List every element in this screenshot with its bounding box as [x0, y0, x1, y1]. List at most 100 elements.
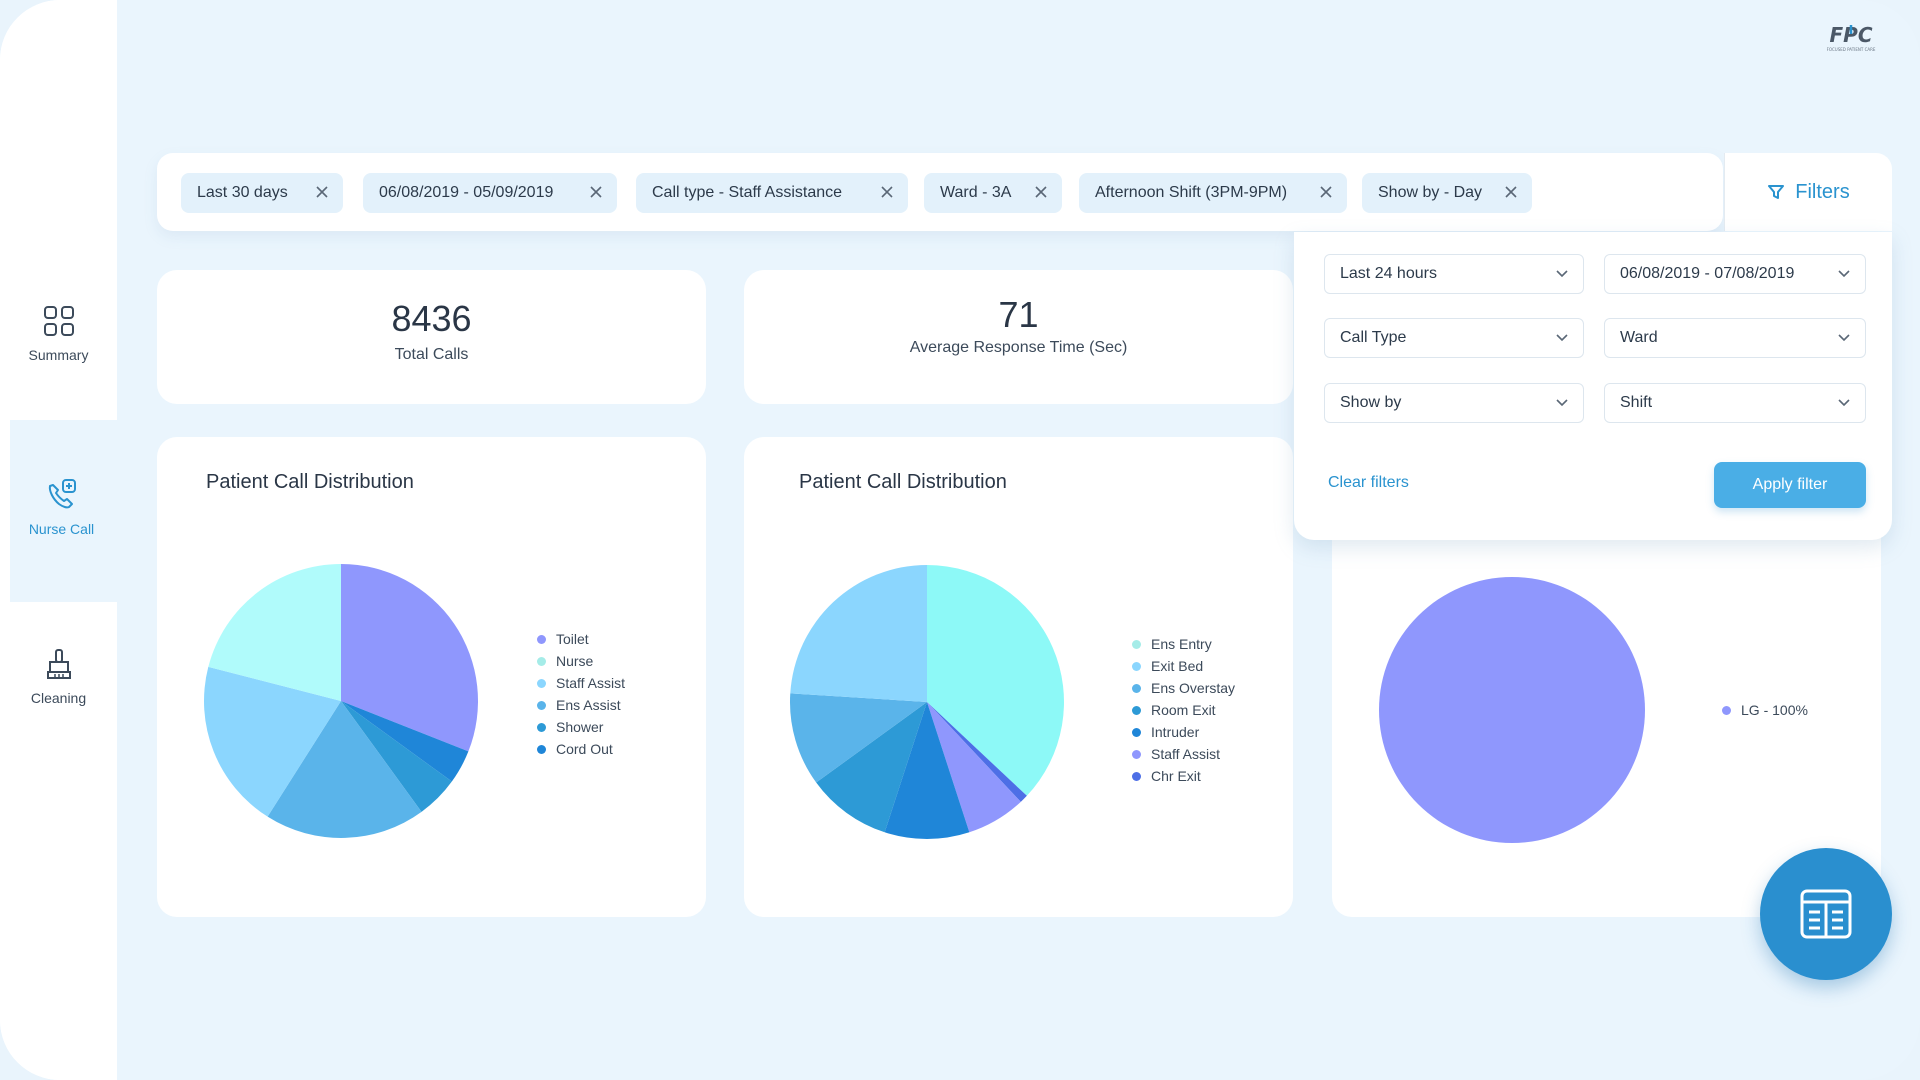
funnel-icon — [1768, 185, 1785, 199]
legend-swatch — [1132, 727, 1141, 737]
close-icon[interactable] — [315, 185, 329, 199]
sidebar-item-summary[interactable]: Summary — [0, 305, 117, 363]
avg-response-value: 71 — [998, 294, 1039, 335]
legend-item: Nurse — [537, 650, 625, 672]
sidebar-top — [0, 0, 117, 420]
pie-slice-staff-assist — [927, 702, 1021, 833]
legend-label: Ens Assist — [556, 697, 621, 713]
chart-legend-1: Toilet Nurse Staff Assist Ens Assist Shower C… — [537, 628, 625, 760]
pie-slice-cord-out — [341, 701, 469, 782]
filters-button-label: Filters — [1795, 180, 1850, 203]
close-icon[interactable] — [1504, 185, 1518, 199]
table-icon — [1800, 889, 1852, 939]
legend-label: Toilet — [556, 631, 589, 647]
pie-slice-ens-overstay — [790, 693, 927, 783]
legend-item: Ens Assist — [537, 694, 625, 716]
show-by-select[interactable]: Show by — [1324, 383, 1584, 423]
shift-select[interactable]: Shift — [1604, 383, 1866, 423]
close-icon[interactable] — [589, 185, 603, 199]
legend-item: Ens Overstay — [1132, 677, 1235, 699]
chart-card-2: Patient Call Distribution Ens Entry Exit … — [744, 437, 1293, 917]
clear-filters-link[interactable]: Clear filters — [1328, 474, 1409, 491]
chevron-down-icon — [1838, 334, 1850, 342]
pie-chart-2 — [790, 565, 1064, 839]
legend-swatch — [537, 722, 546, 732]
chevron-down-icon — [1556, 270, 1568, 278]
apply-filter-button[interactable]: Apply filter — [1714, 462, 1866, 508]
close-icon[interactable] — [880, 185, 894, 199]
filter-chip-call-type[interactable]: Call type - Staff Assistance — [636, 173, 908, 213]
chevron-down-icon — [1838, 270, 1850, 278]
pie-slice-ens-assist — [267, 701, 422, 838]
svg-text:FPC: FPC — [1830, 24, 1873, 47]
sidebar-item-label: Nurse Call — [28, 521, 95, 537]
legend-swatch — [1132, 705, 1141, 715]
select-value: Ward — [1620, 329, 1658, 346]
date-picker-select[interactable]: 06/08/2019 - 07/08/2019 — [1604, 254, 1866, 294]
legend-item: Chr Exit — [1132, 765, 1235, 787]
table-view-button[interactable] — [1760, 848, 1892, 980]
legend-item: Staff Assist — [1132, 743, 1235, 765]
legend-label: Ens Entry — [1151, 636, 1212, 652]
date-range-select[interactable]: Last 24 hours — [1324, 254, 1584, 294]
legend-swatch — [1132, 639, 1141, 649]
chart-title: Patient Call Distribution — [799, 471, 1007, 493]
filter-chip-ward[interactable]: Ward - 3A — [924, 173, 1062, 213]
brand-logo: FPC FOCUSED PATIENT CARE — [1827, 24, 1876, 52]
pie-slice-intruder — [884, 702, 970, 839]
legend-swatch — [537, 744, 546, 754]
chevron-down-icon — [1556, 334, 1568, 342]
close-icon[interactable] — [1319, 185, 1333, 199]
filters-button[interactable]: Filters — [1724, 153, 1892, 231]
chevron-down-icon — [1556, 399, 1568, 407]
legend-label: Intruder — [1151, 724, 1200, 740]
chip-label: Ward - 3A — [940, 184, 1012, 201]
pie-slice-ens-entry — [927, 565, 1064, 796]
legend-label: Chr Exit — [1151, 768, 1201, 784]
filter-chip-show-by[interactable]: Show by - Day — [1362, 173, 1532, 213]
select-value: Shift — [1620, 394, 1653, 411]
legend-swatch — [1722, 705, 1731, 715]
legend-label: Room Exit — [1151, 702, 1216, 718]
avg-response-card: 71 Average Response Time (Sec) — [744, 270, 1293, 404]
legend-label: Shower — [556, 719, 604, 735]
legend-swatch — [1132, 749, 1141, 759]
legend-item: Staff Assist — [537, 672, 625, 694]
legend-swatch — [537, 634, 546, 644]
total-calls-value: 8436 — [391, 298, 472, 339]
legend-label: Ens Overstay — [1151, 680, 1236, 696]
chip-label: 06/08/2019 - 05/09/2019 — [379, 184, 554, 201]
filter-chip-shift[interactable]: Afternoon Shift (3PM-9PM) — [1079, 173, 1347, 213]
total-calls-label: Total Calls — [394, 346, 469, 363]
avg-response-label: Average Response Time (Sec) — [909, 339, 1128, 356]
pie-slice-staff-assist — [204, 666, 341, 817]
filter-chip-date-range[interactable]: Last 30 days — [181, 173, 343, 213]
sidebar-item-label: Cleaning — [30, 690, 87, 706]
sidebar: Summary Nurse Call Cleaning — [0, 0, 117, 1080]
close-icon[interactable] — [1034, 185, 1048, 199]
chip-label: Show by - Day — [1378, 184, 1483, 201]
chevron-down-icon — [1838, 399, 1850, 407]
sidebar-item-nurse-call[interactable]: Nurse Call — [10, 477, 113, 537]
pie-slice-lg-100- — [1379, 577, 1645, 843]
legend-swatch — [537, 700, 546, 710]
filter-panel: Last 24 hours 06/08/2019 - 07/08/2019 Ca… — [1294, 232, 1892, 540]
call-type-select[interactable]: Call Type — [1324, 318, 1584, 358]
chart-legend-2: Ens Entry Exit Bed Ens Overstay Room Exit In… — [1132, 633, 1235, 787]
filter-chip-dates[interactable]: 06/08/2019 - 05/09/2019 — [363, 173, 617, 213]
legend-label: Cord Out — [556, 741, 613, 757]
pie-slice-shower — [341, 701, 452, 812]
broom-icon — [46, 649, 71, 679]
select-value: Last 24 hours — [1340, 265, 1437, 282]
legend-swatch — [537, 656, 546, 666]
legend-label: Staff Assist — [556, 675, 625, 691]
ward-select[interactable]: Ward — [1604, 318, 1866, 358]
pie-slice-chr-exit — [927, 702, 1027, 802]
sidebar-item-cleaning[interactable]: Cleaning — [0, 648, 117, 706]
pie-slice-exit-bed — [790, 565, 927, 702]
select-value: 06/08/2019 - 07/08/2019 — [1620, 265, 1795, 282]
svg-text:FOCUSED PATIENT CARE: FOCUSED PATIENT CARE — [1827, 47, 1876, 52]
sidebar-item-label: Summary — [28, 347, 89, 363]
chip-label: Last 30 days — [197, 184, 288, 201]
pie-chart-1 — [204, 564, 478, 838]
